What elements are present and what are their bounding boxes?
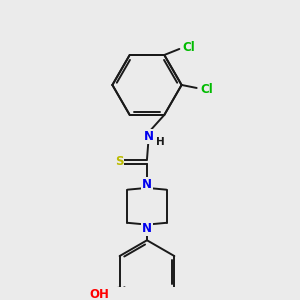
Text: S: S <box>115 155 123 168</box>
Text: Cl: Cl <box>200 83 213 96</box>
Text: N: N <box>142 178 152 191</box>
Text: OH: OH <box>89 288 109 300</box>
Text: Cl: Cl <box>183 41 195 54</box>
Text: N: N <box>143 130 154 142</box>
Text: H: H <box>156 136 164 146</box>
Text: N: N <box>142 222 152 235</box>
